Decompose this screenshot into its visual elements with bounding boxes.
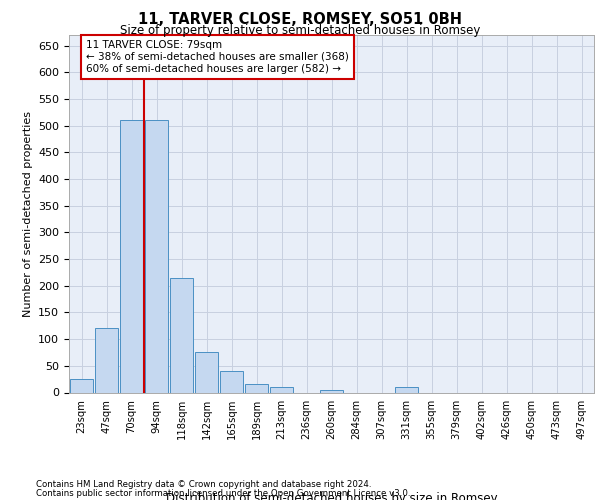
Bar	[170, 278, 193, 392]
Bar	[269, 387, 293, 392]
Text: Contains public sector information licensed under the Open Government Licence v3: Contains public sector information licen…	[36, 488, 410, 498]
Bar	[194, 352, 218, 393]
Text: 11, TARVER CLOSE, ROMSEY, SO51 0BH: 11, TARVER CLOSE, ROMSEY, SO51 0BH	[138, 12, 462, 28]
Bar	[220, 371, 244, 392]
Text: Size of property relative to semi-detached houses in Romsey: Size of property relative to semi-detach…	[120, 24, 480, 37]
Bar	[395, 387, 418, 392]
Bar	[95, 328, 118, 392]
Bar	[320, 390, 343, 392]
Bar	[145, 120, 169, 392]
X-axis label: Distribution of semi-detached houses by size in Romsey: Distribution of semi-detached houses by …	[166, 492, 497, 500]
Bar	[70, 379, 94, 392]
Text: 11 TARVER CLOSE: 79sqm
← 38% of semi-detached houses are smaller (368)
60% of se: 11 TARVER CLOSE: 79sqm ← 38% of semi-det…	[86, 40, 349, 74]
Bar	[245, 384, 268, 392]
Bar	[119, 120, 143, 392]
Y-axis label: Number of semi-detached properties: Number of semi-detached properties	[23, 111, 32, 317]
Text: Contains HM Land Registry data © Crown copyright and database right 2024.: Contains HM Land Registry data © Crown c…	[36, 480, 371, 489]
